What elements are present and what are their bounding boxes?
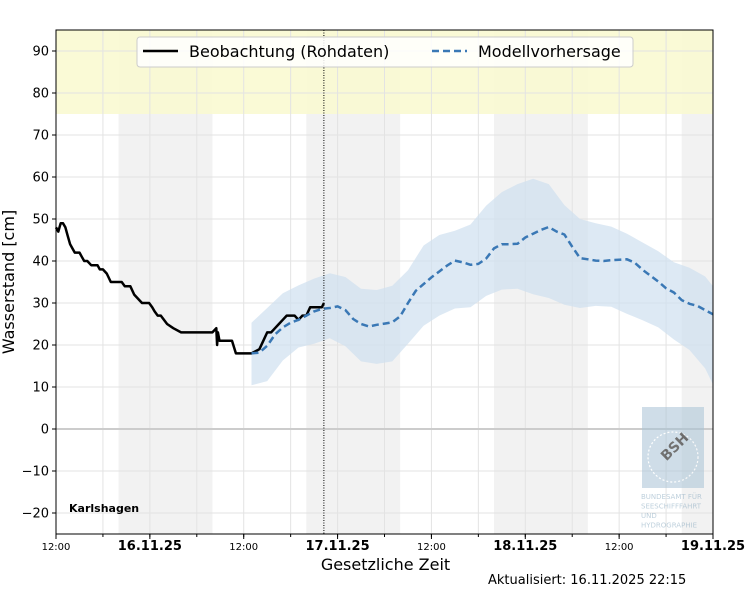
legend-label-observation: Beobachtung (Rohdaten): [189, 42, 389, 61]
bsh-logo-caption-3: HYDROGRAPHIE: [641, 522, 697, 530]
y-tick-label-80: 80: [32, 87, 49, 102]
y-tick-label--10: −10: [22, 465, 49, 480]
x-tick-label-3: 17.11.25: [305, 539, 369, 554]
y-tick-label-50: 50: [32, 213, 49, 228]
y-tick-label-0: 0: [41, 423, 49, 438]
x-axis-title: Gesetzliche Zeit: [321, 555, 450, 574]
bsh-logo-caption-1: SEESCHIFFFAHRT: [641, 503, 702, 511]
x-tick-label-6: 12:00: [605, 542, 634, 553]
bsh-logo-box: [642, 407, 704, 488]
bsh-logo-caption-0: BUNDESAMT FÜR: [641, 492, 702, 501]
y-axis-title: Wasserstand [cm]: [0, 210, 18, 354]
y-tick-label--20: −20: [22, 507, 49, 522]
x-tick-label-5: 18.11.25: [493, 539, 557, 554]
y-tick-label-10: 10: [32, 381, 49, 396]
station-label: Karlshagen: [69, 502, 139, 515]
y-tick-label-30: 30: [32, 297, 49, 312]
x-tick-label-7: 19.11.25: [681, 539, 745, 554]
bsh-logo-caption-2: UND: [641, 512, 657, 520]
x-tick-label-2: 12:00: [229, 542, 258, 553]
y-tick-label-60: 60: [32, 171, 49, 186]
legend: Beobachtung (Rohdaten) Modellvorhersage: [136, 36, 634, 68]
y-tick-label-40: 40: [32, 255, 49, 270]
y-tick-label-90: 90: [32, 45, 49, 60]
y-tick-label-20: 20: [32, 339, 49, 354]
x-tick-label-0: 12:00: [42, 542, 71, 553]
x-tick-label-1: 16.11.25: [118, 539, 182, 554]
observation-line: [54, 221, 326, 355]
legend-label-forecast: Modellvorhersage: [478, 42, 621, 61]
updated-timestamp: Aktualisiert: 16.11.2025 22:15: [488, 573, 687, 588]
y-tick-label-70: 70: [32, 129, 49, 144]
bsh-logo-ring: [647, 431, 699, 483]
forecast-uncertainty-band: [251, 178, 713, 386]
x-tick-label-4: 12:00: [417, 542, 446, 553]
legend-box: [136, 36, 634, 68]
forecast-line: [251, 225, 714, 355]
